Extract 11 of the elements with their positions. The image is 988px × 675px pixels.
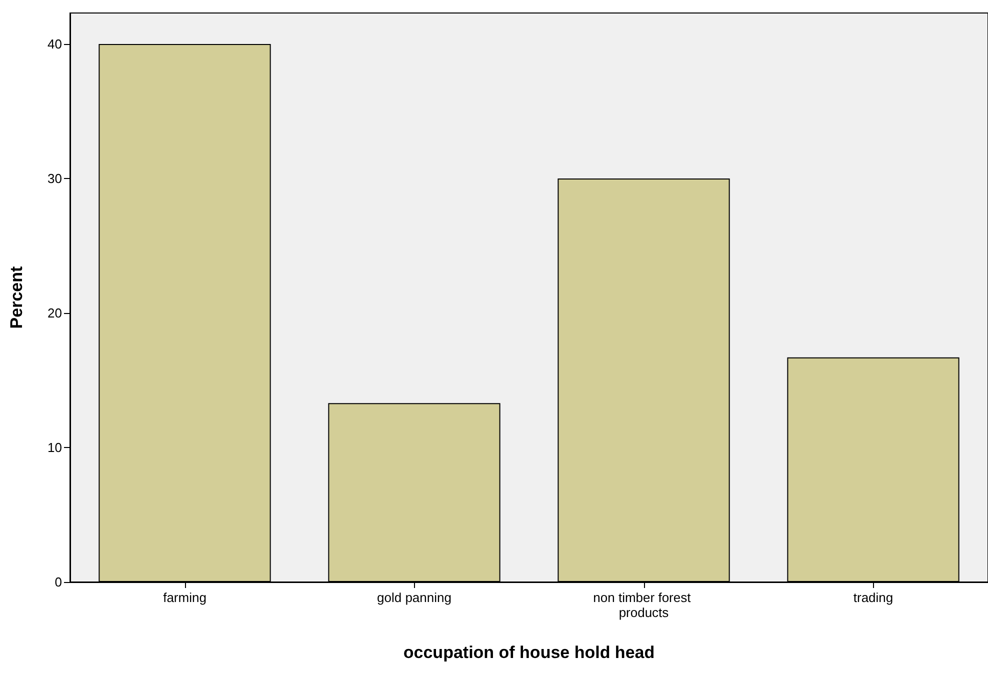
y-tick-label: 40	[48, 36, 62, 52]
x-tick-label: trading	[853, 590, 894, 605]
y-tick-label: 10	[48, 440, 62, 455]
x-tick-label: farming	[163, 590, 206, 605]
x-tick-label: non timber forest products	[593, 590, 694, 620]
y-tick-label: 20	[48, 305, 62, 320]
y-axis-title: Percent	[7, 266, 26, 329]
x-tick-label: gold panning	[377, 590, 452, 605]
x-axis-title: occupation of house hold head	[403, 643, 655, 662]
y-tick-label: 0	[54, 574, 62, 590]
y-tick-label: 30	[48, 170, 62, 186]
